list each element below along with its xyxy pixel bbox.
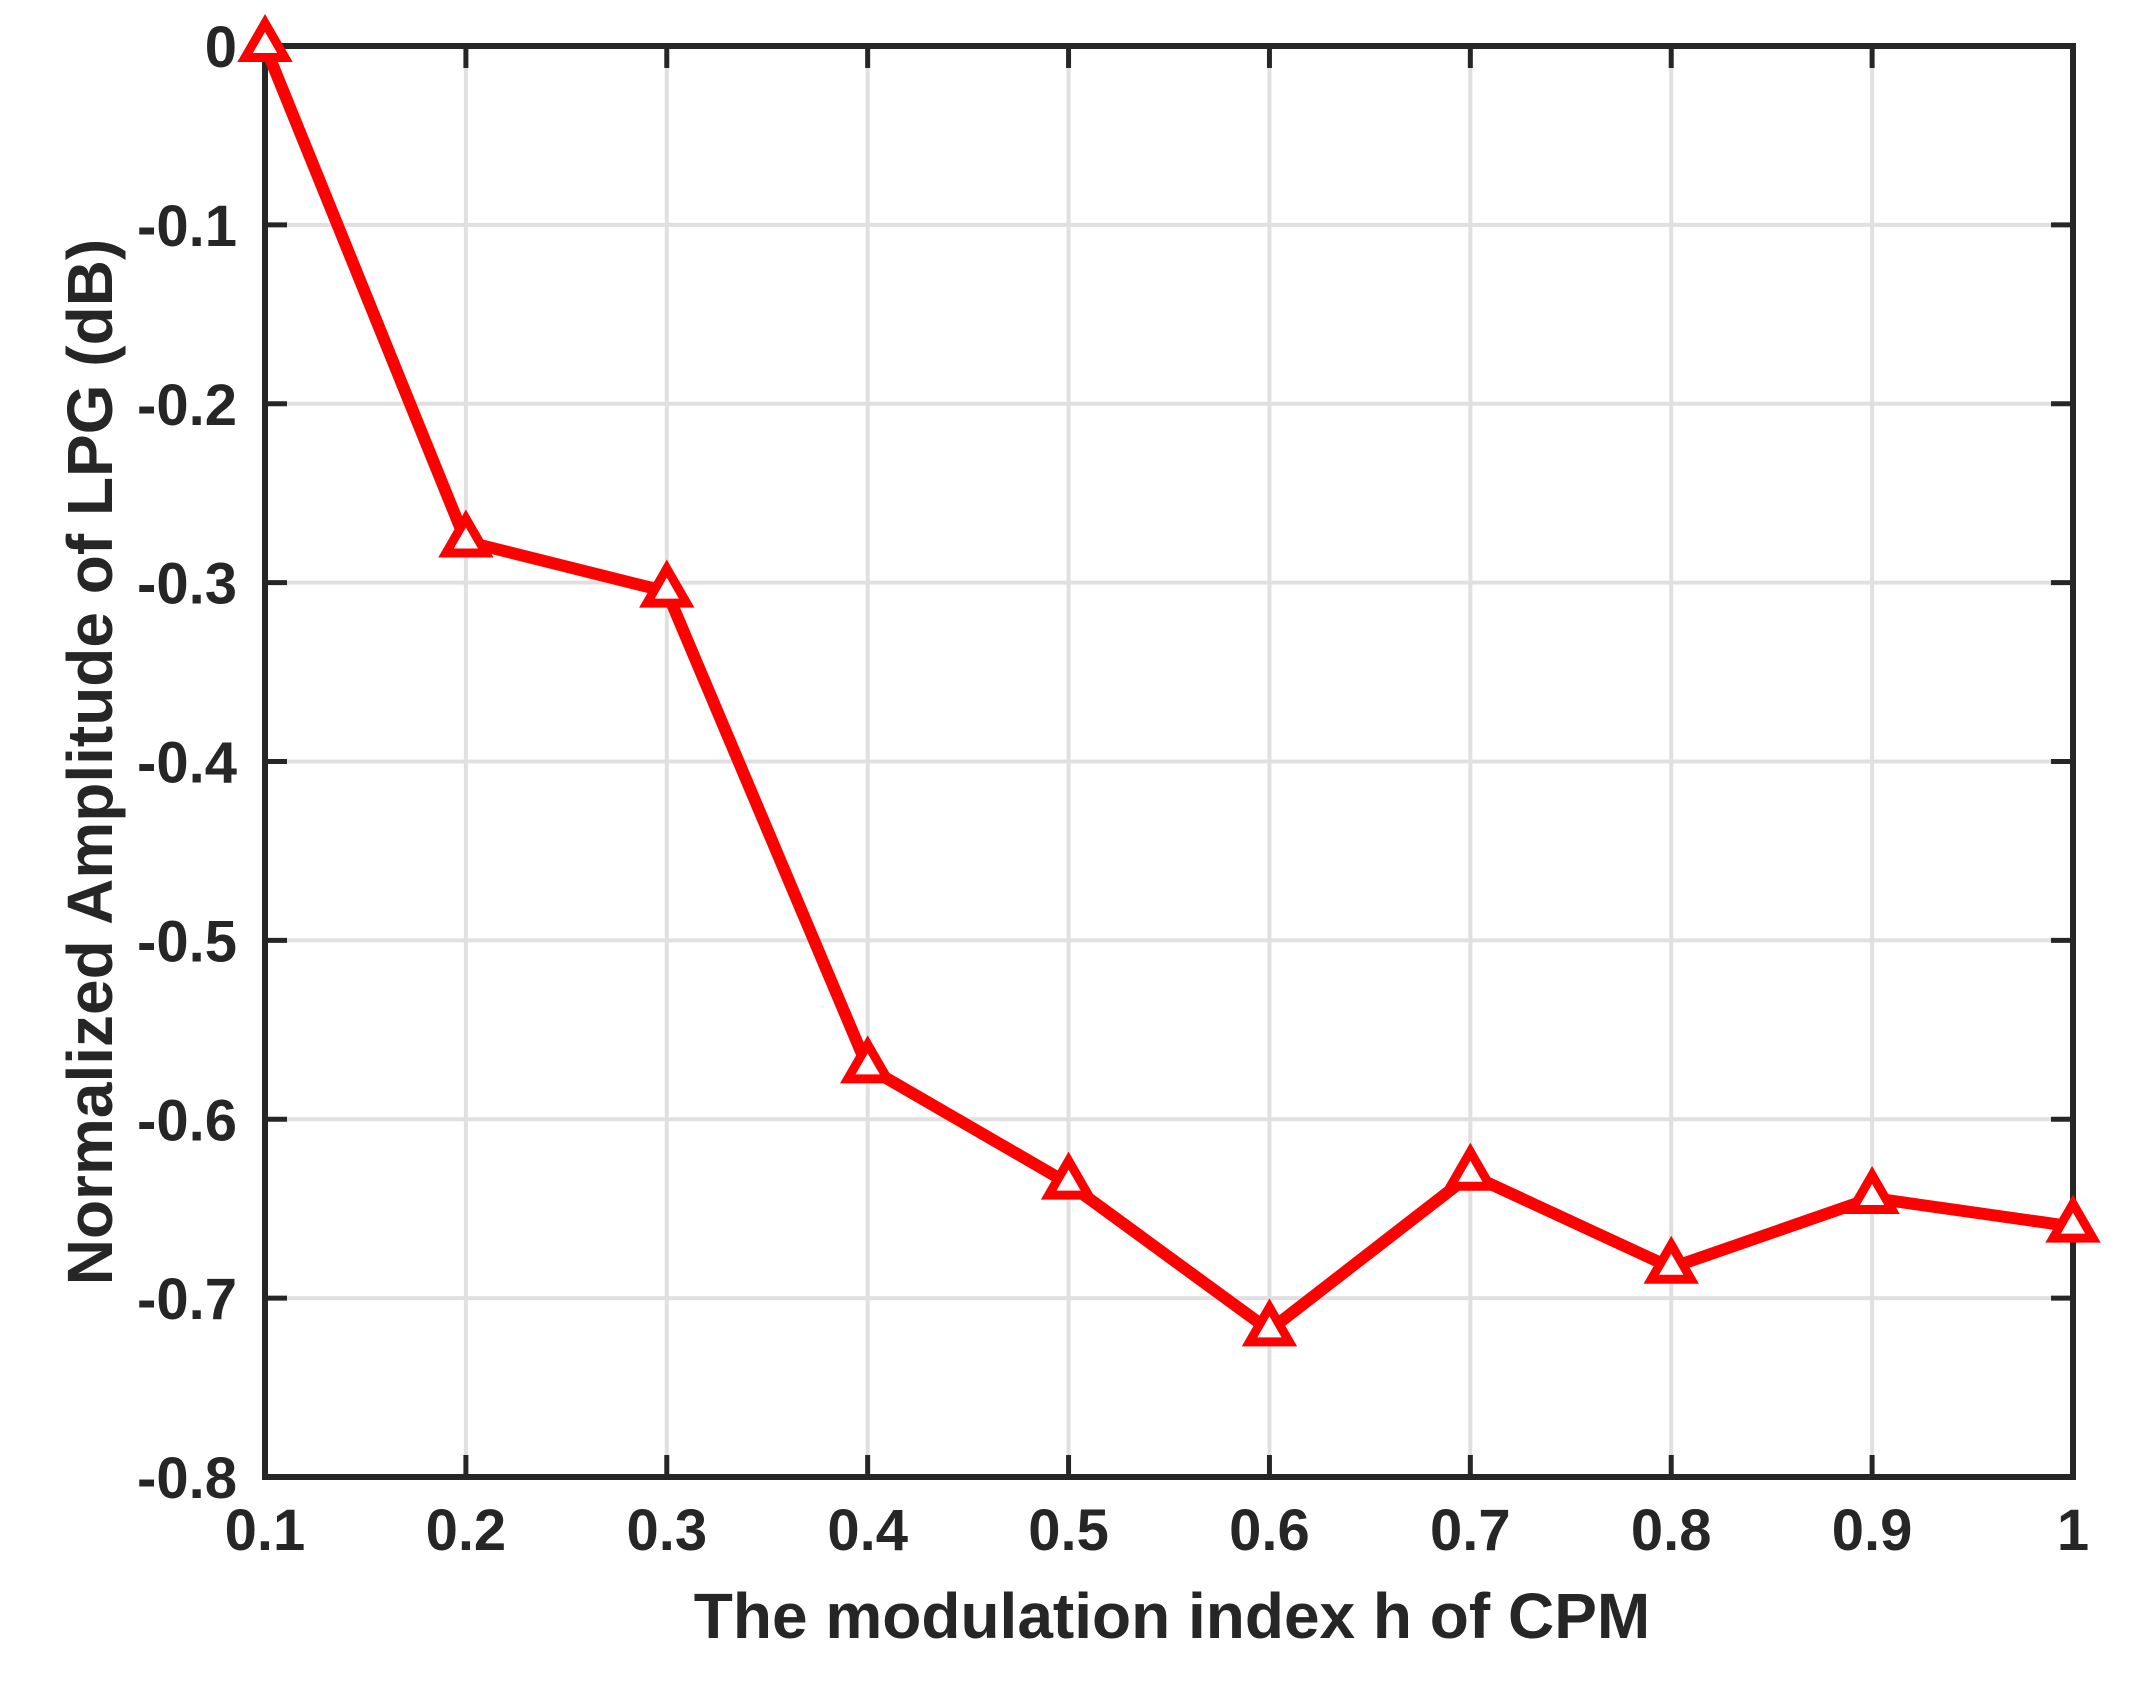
x-tick-label: 0.2 [426, 1498, 507, 1563]
data-series-layer [237, 13, 2101, 1347]
y-axis-label: Normalized Amplitude of LPG (dB) [54, 239, 126, 1286]
tick-label-layer: 0.1 0.2 0.3 0.4 0.5 0.6 0.7 0.8 0.9 1 0 -0.1 -0.2 -0.… [137, 15, 2089, 1563]
y-tick-label: -0.1 [137, 194, 237, 259]
data-point-marker [438, 509, 494, 558]
y-tick-label: -0.7 [137, 1267, 237, 1332]
data-point-marker [1643, 1235, 1699, 1284]
x-tick-label: 0.1 [225, 1498, 306, 1563]
data-point-marker [237, 13, 293, 62]
x-tick-label: 0.8 [1631, 1498, 1712, 1563]
y-tick-label: -0.8 [137, 1446, 237, 1511]
data-line [259, 40, 2079, 1337]
data-point-marker [839, 1035, 896, 1084]
data-point-marker [2045, 1194, 2101, 1243]
data-point-marker [1040, 1151, 1097, 1200]
y-tick-label: -0.3 [137, 552, 237, 617]
x-tick-label: 0.9 [1832, 1498, 1913, 1563]
y-tick-label: -0.6 [137, 1088, 237, 1153]
y-tick-label: 0 [205, 15, 237, 80]
y-tick-label: -0.2 [137, 373, 237, 438]
y-tick-label: -0.4 [137, 731, 237, 796]
y-tick-label: -0.5 [137, 909, 237, 974]
data-point-marker [1844, 1165, 1900, 1214]
x-tick-label: 0.7 [1430, 1498, 1511, 1563]
data-point-marker [639, 559, 695, 608]
x-tick-label: 1 [2057, 1498, 2089, 1563]
data-point-marker [1442, 1142, 1499, 1191]
axis-layer [262, 43, 2076, 1480]
x-tick-label: 0.6 [1229, 1498, 1310, 1563]
x-tick-label: 0.5 [1028, 1498, 1109, 1563]
x-tick-label: 0.3 [626, 1498, 707, 1563]
x-axis-label: The modulation index h of CPM [694, 1580, 1650, 1652]
x-tick-label: 0.4 [827, 1498, 908, 1563]
data-point-marker [1241, 1298, 1298, 1347]
